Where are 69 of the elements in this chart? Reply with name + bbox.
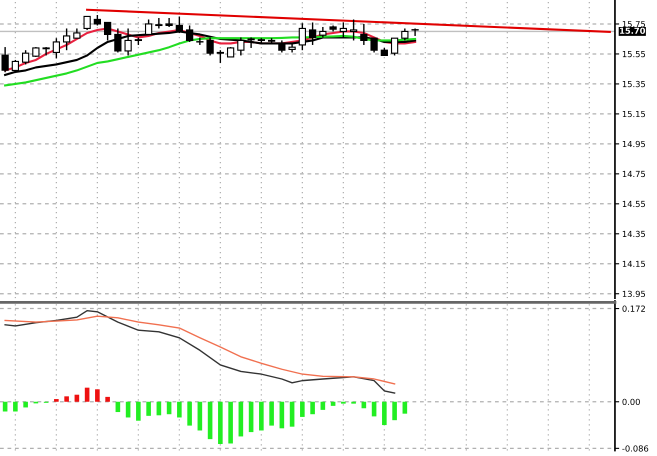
candlestick bbox=[155, 17, 162, 30]
bar bbox=[187, 402, 192, 426]
y-tick-label: 14.75 bbox=[622, 170, 646, 178]
y-tick-label: 14.35 bbox=[622, 230, 646, 238]
bar bbox=[156, 402, 162, 416]
bar bbox=[126, 402, 130, 418]
candlestick bbox=[370, 36, 378, 54]
bar bbox=[228, 402, 233, 444]
candlestick bbox=[216, 50, 224, 64]
bar bbox=[300, 402, 305, 417]
bar bbox=[64, 396, 69, 402]
candlestick bbox=[206, 36, 214, 56]
candlestick bbox=[62, 28, 70, 51]
y-tick-label: 13.95 bbox=[622, 290, 646, 298]
bar bbox=[74, 394, 80, 402]
bar bbox=[116, 402, 120, 412]
bar bbox=[95, 389, 100, 402]
y-tick-label: 15.15 bbox=[622, 110, 646, 118]
bar bbox=[198, 402, 202, 430]
y-tick-label: 0.00 bbox=[622, 398, 640, 406]
y-tick-label: 0.172 bbox=[622, 306, 645, 312]
bar bbox=[402, 402, 408, 414]
y-tick-label: 15.75 bbox=[622, 21, 646, 28]
bar bbox=[146, 402, 151, 416]
candlestick bbox=[52, 38, 60, 60]
y-tick-label: 14.55 bbox=[622, 200, 646, 208]
candlestick bbox=[226, 46, 234, 58]
candlestick bbox=[83, 16, 91, 31]
bar bbox=[54, 399, 59, 402]
bar bbox=[84, 388, 90, 402]
y-tick-label: 15.35 bbox=[622, 80, 646, 88]
bar bbox=[290, 402, 294, 427]
bar bbox=[136, 402, 141, 421]
y-tick-label: 15.55 bbox=[622, 51, 646, 58]
bar bbox=[208, 402, 212, 440]
line-series bbox=[4, 310, 396, 394]
bar bbox=[2, 402, 8, 412]
bar bbox=[238, 402, 244, 436]
bar bbox=[13, 402, 18, 412]
bar bbox=[362, 402, 366, 408]
candlestick bbox=[73, 28, 80, 39]
line-series bbox=[4, 315, 396, 385]
bar bbox=[372, 402, 376, 416]
bar bbox=[23, 402, 28, 408]
y-tick-label: 14.95 bbox=[622, 140, 646, 148]
bar bbox=[330, 402, 336, 406]
bar bbox=[177, 402, 182, 418]
bar bbox=[280, 402, 284, 428]
bar bbox=[166, 402, 172, 414]
candlestick bbox=[390, 38, 398, 56]
candlestick bbox=[12, 59, 20, 73]
bar bbox=[382, 402, 387, 426]
bar bbox=[248, 402, 254, 432]
bar bbox=[218, 402, 223, 444]
candlestick bbox=[22, 50, 30, 66]
candlestick bbox=[247, 36, 255, 49]
y-tick-label: -0.086 bbox=[622, 445, 648, 452]
bar bbox=[269, 402, 274, 426]
candlestick bbox=[32, 46, 40, 58]
bar bbox=[105, 396, 110, 402]
candlestick bbox=[237, 36, 244, 56]
bar bbox=[310, 402, 315, 414]
ref-line-label: 15.70 bbox=[620, 28, 646, 34]
candlestick bbox=[278, 40, 286, 54]
bar bbox=[392, 402, 397, 420]
bar bbox=[320, 402, 326, 410]
candlestick bbox=[94, 14, 101, 26]
bar bbox=[259, 402, 264, 430]
y-tick-label: 14.15 bbox=[622, 260, 646, 268]
